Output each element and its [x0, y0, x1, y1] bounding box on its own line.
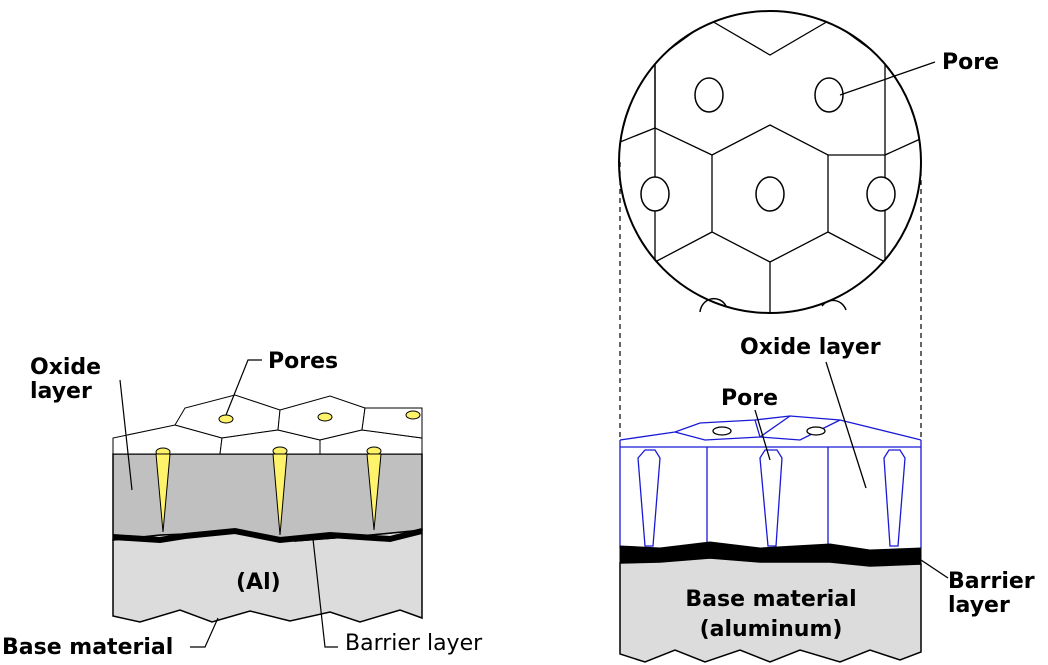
- left-oxide-leader: [119, 379, 133, 491]
- oxide-leader: [825, 361, 867, 489]
- left-pore-channels: [155, 453, 382, 536]
- left-al-label: (Al): [236, 570, 281, 595]
- left-base-label: Base material: [2, 635, 173, 660]
- magnified-view: [618, 10, 922, 314]
- left-barrier-layer: [112, 527, 423, 544]
- right-base-label-line1: Base material: [685, 587, 856, 612]
- left-base-leader: [190, 617, 219, 648]
- left-barrier-leader: [312, 538, 338, 648]
- left-leader-lines: [119, 359, 338, 648]
- right-barrier-label-line2: layer: [948, 593, 1010, 618]
- right-base-material: [619, 557, 922, 663]
- right-oxide-cells: [619, 415, 922, 548]
- right-oxide-label: Oxide layer: [740, 335, 881, 360]
- magnified-pores: [640, 77, 896, 313]
- left-hex-cells: [112, 394, 423, 455]
- right-leader-lines: [754, 61, 949, 579]
- right-pore-openings: [712, 426, 826, 436]
- projection-lines: [619, 162, 922, 440]
- left-pore-openings: [155, 410, 421, 457]
- left-barrier-label: Barrier layer: [345, 631, 483, 656]
- left-oxide-label-line1: Oxide: [30, 355, 101, 380]
- right-pore-label: Pore: [721, 386, 778, 411]
- left-pores-label: Pores: [268, 349, 338, 374]
- right-base-label-line2: (aluminum): [700, 617, 843, 642]
- left-diagram: Oxide layer Pores (Al) Base material Bar…: [2, 349, 483, 660]
- left-pores-leader: [225, 359, 262, 416]
- pore-top-leader: [839, 61, 936, 96]
- right-diagram: Pore Oxide layer Pore Barrier layer Base…: [618, 10, 1035, 663]
- barrier-leader: [914, 555, 949, 579]
- left-oxide-label-line2: layer: [30, 379, 92, 404]
- pore-leader: [754, 409, 771, 461]
- right-barrier-label-line1: Barrier: [948, 569, 1035, 594]
- right-pore-top-label: Pore: [942, 50, 999, 75]
